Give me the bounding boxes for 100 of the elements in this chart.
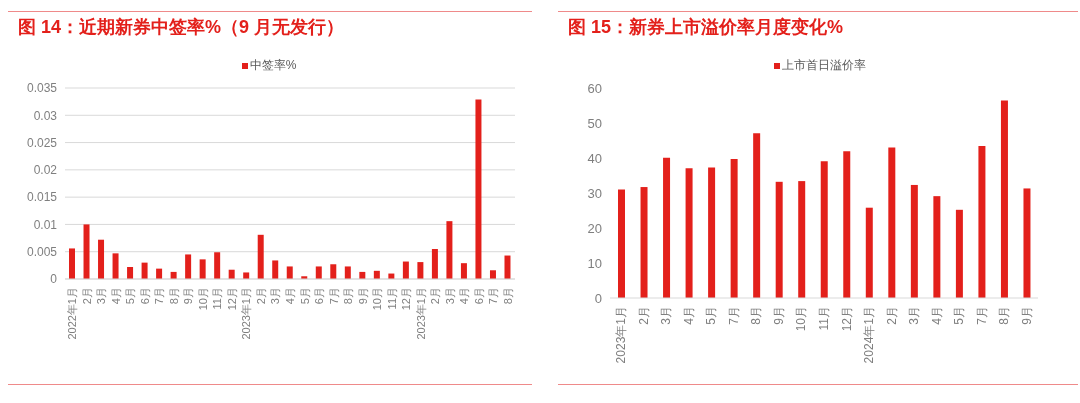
x-tick-label: 8月	[501, 287, 514, 305]
x-tick-label: 2月	[80, 287, 93, 305]
bar	[955, 209, 963, 298]
x-tick-label: 3月	[269, 287, 282, 305]
x-tick-label: 3月	[95, 287, 108, 305]
bar	[910, 184, 918, 298]
x-tick-label: 10月	[371, 287, 384, 311]
chart-title: 图 14：近期新券中签率%（9 月无发行）	[18, 16, 345, 39]
x-tick-label: 4月	[284, 287, 296, 305]
y-tick-label: 10	[587, 255, 602, 271]
bar	[214, 252, 221, 279]
bar	[475, 99, 482, 279]
x-tick-label: 2023年1月	[414, 287, 427, 340]
x-tick-label: 7月	[974, 306, 989, 325]
bar	[402, 261, 409, 279]
bar	[141, 262, 148, 279]
y-tick-label: 0	[594, 290, 602, 306]
x-tick-label: 2024年1月	[862, 306, 877, 364]
y-tick-label: 50	[587, 115, 602, 131]
x-tick-label: 11月	[817, 306, 831, 331]
y-tick-label: 0.005	[26, 244, 58, 259]
x-tick-label: 5月	[952, 306, 967, 325]
bar	[460, 263, 467, 279]
y-tick-label: 0.025	[26, 135, 58, 150]
bar	[431, 248, 438, 279]
bar	[640, 187, 648, 298]
x-tick-label: 6月	[138, 287, 151, 305]
x-tick-label: 10月	[794, 306, 809, 332]
x-tick-label: 9月	[1019, 306, 1034, 325]
y-tick-label: 0.02	[33, 163, 58, 178]
bar	[83, 224, 90, 279]
bar	[1000, 100, 1008, 298]
bar	[618, 189, 625, 298]
x-tick-label: 7月	[487, 287, 500, 305]
bar	[1023, 188, 1031, 298]
bar	[330, 264, 337, 279]
bar	[272, 260, 279, 279]
x-tick-label: 9月	[356, 287, 369, 305]
x-tick-label: 2022年1月	[66, 287, 79, 340]
x-tick-label: 5月	[124, 287, 137, 305]
x-tick-label: 8月	[749, 306, 764, 325]
y-tick-label: 30	[587, 185, 602, 201]
bar	[504, 255, 511, 279]
x-tick-label: 2月	[636, 306, 651, 325]
x-tick-label: 9月	[182, 287, 195, 305]
y-tick-label: 20	[587, 220, 602, 236]
bar	[843, 151, 851, 298]
x-tick-label: 2月	[884, 306, 899, 325]
bar	[127, 266, 134, 279]
bar	[446, 221, 453, 279]
x-tick-label: 12月	[839, 306, 854, 332]
y-tick-label: 0.01	[33, 217, 58, 232]
bar	[730, 159, 738, 298]
bar	[933, 196, 941, 298]
bar	[257, 234, 264, 279]
legend-label: 上市首日溢价率	[782, 58, 866, 72]
bar	[344, 266, 351, 279]
x-tick-label: 3月	[443, 287, 456, 305]
x-tick-label: 6月	[472, 287, 485, 305]
x-tick-label: 12月	[225, 287, 238, 311]
bar	[865, 207, 873, 298]
x-tick-label: 8月	[997, 306, 1012, 325]
y-tick-label: 0.03	[33, 108, 58, 123]
x-tick-label: 3月	[659, 306, 674, 325]
x-tick-label: 2月	[429, 287, 442, 305]
bar	[888, 147, 896, 298]
bar	[243, 272, 250, 279]
x-tick-label: 2月	[254, 287, 267, 305]
x-tick-label: 4月	[681, 306, 696, 325]
bar	[798, 181, 806, 298]
bar	[753, 133, 761, 298]
bar	[185, 254, 192, 279]
chart-title: 图 15：新券上市溢价率月度变化%	[568, 16, 844, 39]
bar	[663, 157, 671, 298]
bar	[199, 259, 206, 279]
y-tick-label: 0.015	[26, 190, 58, 205]
bar	[98, 239, 105, 279]
x-tick-label: 11月	[211, 287, 224, 310]
bar	[685, 168, 693, 298]
x-tick-label: 4月	[458, 287, 471, 305]
x-tick-label: 4月	[109, 287, 122, 305]
bar	[489, 270, 496, 279]
legend-label: 中签率%	[249, 58, 297, 72]
x-tick-label: 5月	[704, 306, 719, 325]
y-tick-label: 0	[50, 272, 58, 287]
bar	[775, 181, 783, 298]
bar	[112, 253, 119, 279]
bar	[286, 266, 293, 279]
x-tick-label: 11月	[385, 287, 398, 310]
x-tick-label: 9月	[771, 306, 786, 325]
x-tick-label: 7月	[153, 287, 166, 305]
y-tick-label: 40	[587, 150, 602, 166]
x-tick-label: 8月	[167, 287, 180, 305]
bar	[315, 266, 322, 279]
x-tick-label: 10月	[196, 287, 209, 311]
x-tick-label: 5月	[298, 287, 311, 305]
x-tick-label: 12月	[400, 287, 413, 311]
x-tick-label: 2023年1月	[614, 306, 629, 364]
bar	[417, 262, 424, 279]
x-tick-label: 2023年1月	[240, 287, 253, 340]
